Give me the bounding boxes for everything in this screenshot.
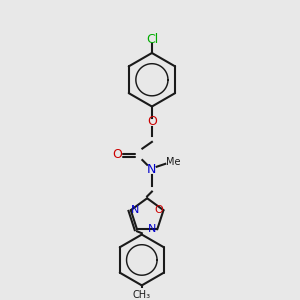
Text: Cl: Cl — [146, 33, 158, 46]
Text: N: N — [131, 205, 140, 215]
Text: Me: Me — [166, 157, 180, 167]
Text: O: O — [112, 148, 122, 161]
Text: CH₃: CH₃ — [133, 290, 151, 300]
Text: N: N — [148, 224, 157, 234]
Text: O: O — [147, 115, 157, 128]
Text: O: O — [154, 205, 163, 215]
Text: N: N — [147, 163, 157, 176]
